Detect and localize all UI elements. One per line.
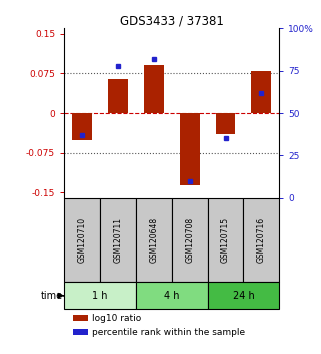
Bar (243, 198, 279, 282)
Bar (208, 282, 279, 309)
Title: GDS3433 / 37381: GDS3433 / 37381 (120, 14, 224, 27)
Bar (136, 282, 208, 309)
Bar (216, 113, 235, 134)
Text: GSM120711: GSM120711 (113, 217, 123, 263)
Bar (144, 65, 164, 113)
Bar (73, 315, 88, 321)
Text: GSM120708: GSM120708 (185, 217, 194, 263)
Text: GSM120715: GSM120715 (221, 217, 230, 263)
Text: GSM120648: GSM120648 (149, 217, 158, 263)
Text: 1 h: 1 h (92, 291, 108, 301)
Bar (180, 113, 200, 184)
Text: GSM120710: GSM120710 (78, 217, 87, 263)
Text: 24 h: 24 h (232, 291, 254, 301)
Bar (108, 79, 128, 113)
Bar (72, 113, 92, 139)
Text: time: time (40, 291, 62, 301)
Text: percentile rank within the sample: percentile rank within the sample (92, 327, 245, 337)
Bar (64, 198, 100, 282)
Bar (251, 71, 271, 113)
Bar (73, 329, 88, 335)
Text: log10 ratio: log10 ratio (92, 314, 142, 323)
Bar (100, 198, 136, 282)
Text: 4 h: 4 h (164, 291, 179, 301)
Bar (136, 198, 172, 282)
Bar (172, 198, 208, 282)
Bar (64, 282, 136, 309)
Text: GSM120716: GSM120716 (257, 217, 266, 263)
Bar (208, 198, 243, 282)
